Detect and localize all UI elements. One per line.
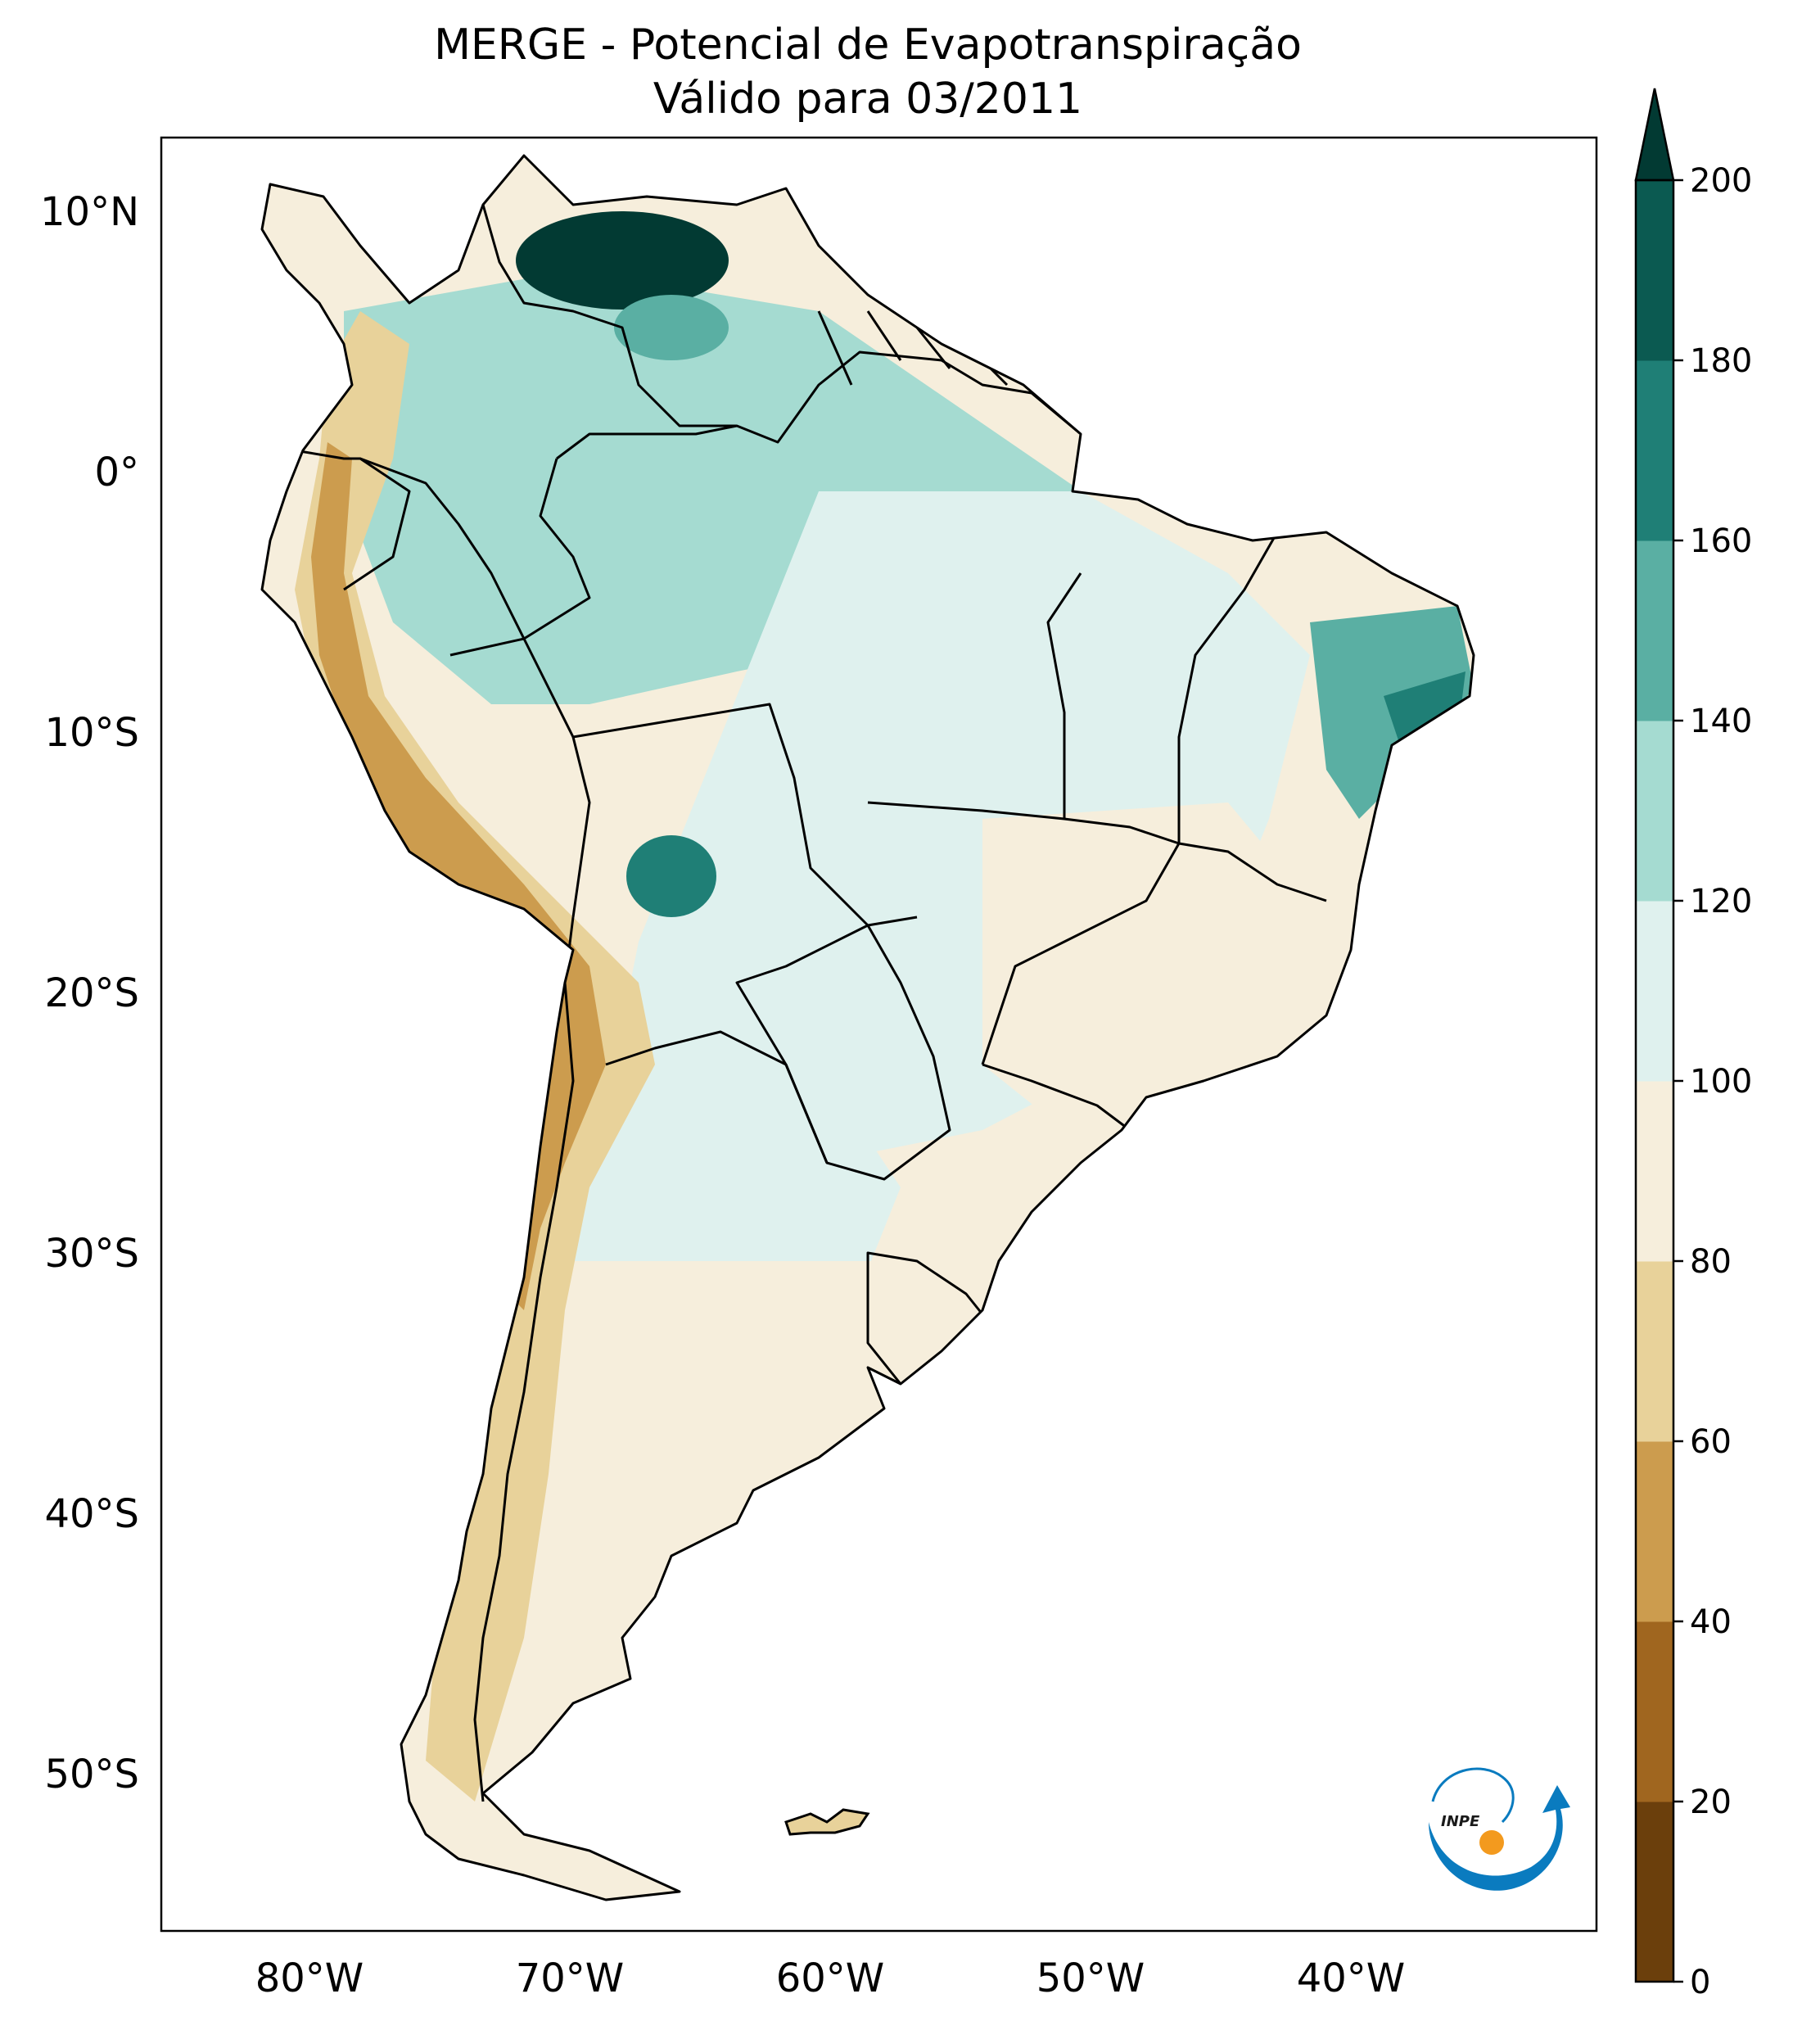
colorbar-segment <box>1636 360 1673 541</box>
border-brazil-states-1 <box>867 572 1082 821</box>
border-brazil-states-5 <box>982 1063 1131 1132</box>
logo-swoosh-icon <box>1429 1785 1570 1891</box>
colorbar-tick-label: 140 <box>1690 703 1752 740</box>
field-andes-core <box>311 442 606 1310</box>
lon-label-40w: 40°W <box>1297 1955 1406 2001</box>
border-brazil-states-2 <box>981 817 1181 1065</box>
lon-label-80w: 80°W <box>255 1955 364 2001</box>
colorbar-tick-label: 100 <box>1690 1063 1752 1101</box>
colorbar-tick-label: 160 <box>1690 522 1752 560</box>
colorbar-segment <box>1636 1081 1673 1262</box>
colorbar-tick-label: 40 <box>1690 1603 1732 1641</box>
border-brazil-states-4 <box>1177 531 1279 843</box>
longitude-labels: 80°W 70°W 60°W 50°W 40°W <box>255 1955 1406 2001</box>
evapotranspiration-field <box>262 156 1474 1900</box>
border-ecuador <box>294 449 411 591</box>
logo-sun-icon <box>1479 1830 1504 1855</box>
colorbar-segment <box>1636 1802 1673 1983</box>
colorbar-tick-label: 60 <box>1690 1423 1732 1461</box>
border-brazil-west <box>449 458 591 657</box>
colorbar-extend-arrow <box>1634 88 1675 182</box>
border-colombia-venezuela <box>481 204 737 427</box>
border-peru-bolivia <box>522 638 591 918</box>
border-brazil-states-3 <box>1178 842 1327 902</box>
latitude-labels: 10°N 0° 10°S 20°S 30°S 40°S 50°S <box>40 189 139 1797</box>
colorbar-tick-label: 200 <box>1690 162 1752 200</box>
falkland-islands <box>784 1808 870 1836</box>
lat-label-10n: 10°N <box>40 189 139 235</box>
field-southeast-brazil <box>982 803 1310 1130</box>
lat-label-30s: 30°S <box>44 1231 139 1277</box>
colorbar-segment <box>1636 721 1673 902</box>
border-chile-argentina <box>473 916 575 1802</box>
lat-label-20s: 20°S <box>44 970 139 1016</box>
logo-text: INPE <box>1441 1813 1480 1830</box>
logo-loop-icon <box>1431 1767 1515 1824</box>
colorbar-segment <box>1636 1621 1673 1802</box>
colorbar-tick-label: 0 <box>1690 1964 1710 2001</box>
colorbar-tick-label: 180 <box>1690 342 1752 380</box>
lon-label-60w: 60°W <box>776 1955 885 2001</box>
colorbar-segment <box>1636 180 1673 361</box>
lat-label-10s: 10°S <box>44 710 139 756</box>
lat-label-50s: 50°S <box>44 1752 139 1797</box>
lon-label-70w: 70°W <box>516 1955 625 2001</box>
colorbar-tick-label: 80 <box>1690 1243 1732 1281</box>
colorbar-segments <box>1636 180 1673 1983</box>
colorbar-tick-label: 120 <box>1690 883 1752 920</box>
colorbar-ticks: 0 20 40 60 80 100 120 140 160 180 200 <box>1673 162 1752 2001</box>
colorbar-segment <box>1636 540 1673 721</box>
field-venezuela-ring <box>614 295 729 360</box>
colorbar: 0 20 40 60 80 100 120 140 160 180 200 <box>1634 88 1752 2001</box>
inpe-logo: INPE <box>1429 1767 1570 1891</box>
field-patagonia <box>458 1261 901 1802</box>
field-venezuela-max <box>516 211 729 310</box>
border-brazil-north <box>556 350 1082 460</box>
colorbar-segment <box>1636 1441 1673 1622</box>
lat-label-0: 0° <box>94 450 139 495</box>
title-line-2: Válido para 03/2011 <box>653 75 1082 124</box>
lat-label-40s: 40°S <box>44 1491 139 1537</box>
field-bolivia-spot <box>626 835 716 917</box>
lon-label-50w: 50°W <box>1036 1955 1145 2001</box>
border-argentina-north <box>605 1030 829 1164</box>
colorbar-tick-label: 20 <box>1690 1784 1732 1821</box>
colorbar-segment <box>1636 1261 1673 1442</box>
country-borders <box>294 204 1327 1802</box>
border-guianas <box>817 310 1009 387</box>
title-line-1: MERGE - Potencial de Evapotranspiração <box>434 20 1302 70</box>
border-colombia-peru <box>359 457 526 640</box>
colorbar-segment <box>1636 901 1673 1082</box>
